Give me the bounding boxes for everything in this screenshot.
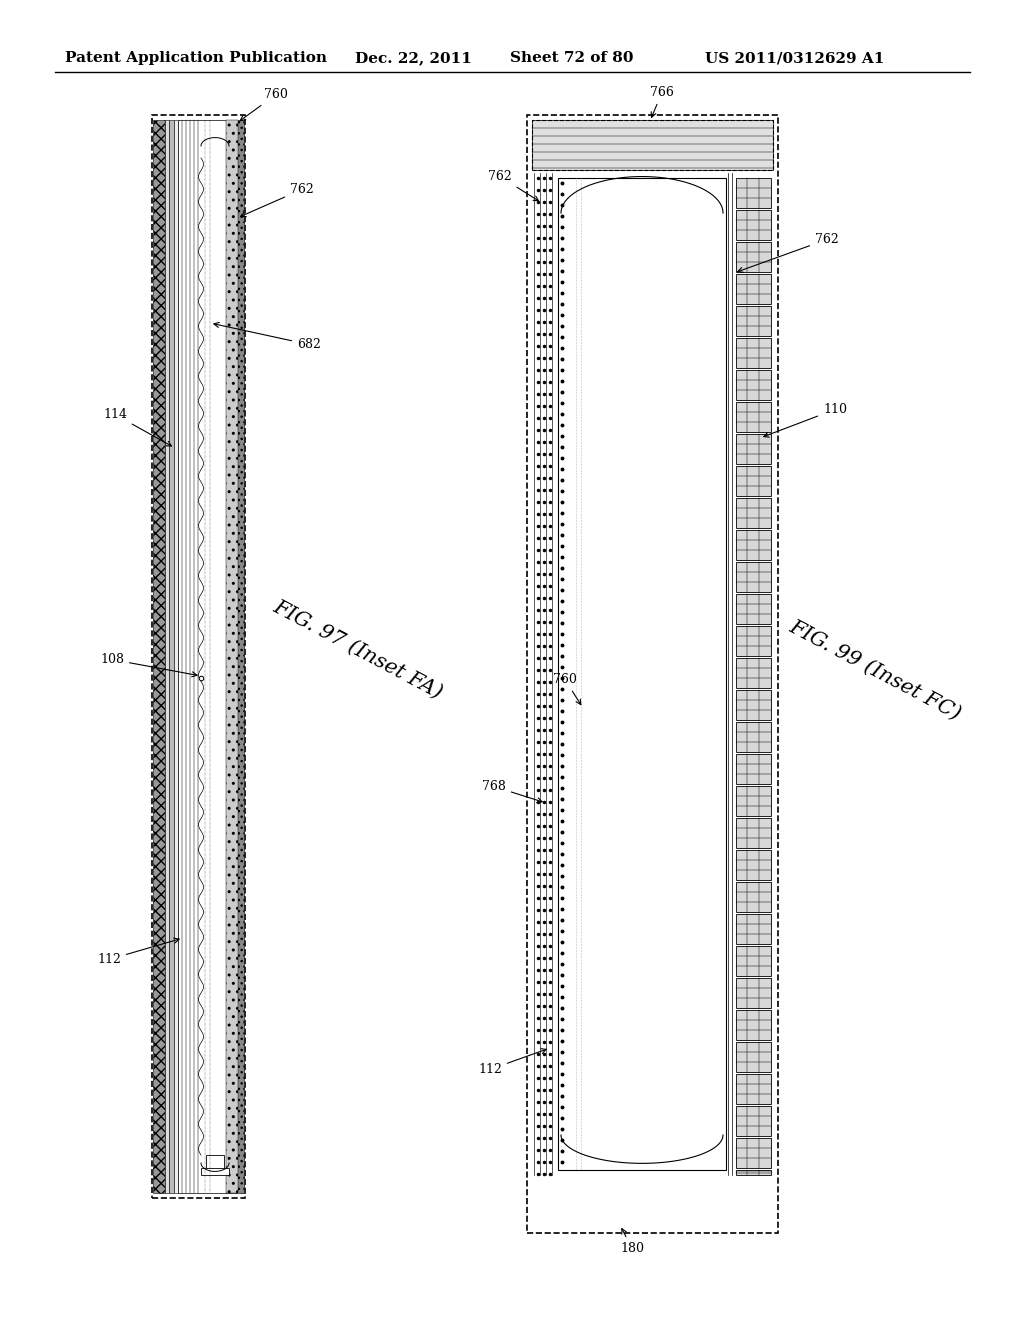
Bar	[736, 818, 771, 847]
Bar	[736, 785, 771, 816]
Bar	[736, 1010, 771, 1040]
Bar	[736, 275, 771, 304]
Bar	[736, 690, 771, 719]
Text: 112: 112	[97, 939, 179, 966]
Text: 112: 112	[478, 1048, 546, 1076]
Bar	[736, 531, 771, 560]
Bar	[736, 1170, 771, 1175]
Bar	[736, 913, 771, 944]
Text: 180: 180	[620, 1229, 644, 1255]
Bar	[532, 120, 773, 170]
Bar	[736, 466, 771, 496]
Bar	[532, 120, 773, 170]
Text: US 2011/0312629 A1: US 2011/0312629 A1	[705, 51, 885, 65]
Bar	[736, 882, 771, 912]
Text: 762: 762	[241, 183, 313, 216]
Text: 682: 682	[214, 322, 321, 351]
Bar	[736, 978, 771, 1008]
Bar	[206, 1155, 224, 1170]
Bar	[152, 115, 245, 1199]
Text: 768: 768	[482, 780, 542, 803]
Bar	[736, 242, 771, 272]
Text: 762: 762	[737, 234, 839, 272]
Bar	[174, 120, 178, 1193]
Text: Patent Application Publication: Patent Application Publication	[65, 51, 327, 65]
Text: FIG. 99 (Inset FC): FIG. 99 (Inset FC)	[786, 616, 964, 723]
Text: 114: 114	[103, 408, 171, 446]
Bar	[736, 403, 771, 432]
Bar	[178, 120, 226, 1193]
Bar	[169, 120, 174, 1193]
Bar	[736, 370, 771, 400]
Bar	[736, 722, 771, 752]
Bar	[226, 120, 244, 1193]
Bar	[736, 1138, 771, 1168]
Bar	[153, 120, 165, 1193]
Bar	[736, 1041, 771, 1072]
Text: 760: 760	[241, 88, 288, 120]
Text: 108: 108	[100, 653, 197, 677]
Text: Sheet 72 of 80: Sheet 72 of 80	[510, 51, 634, 65]
Bar	[527, 115, 778, 1233]
Text: FIG. 97 (Inset FA): FIG. 97 (Inset FA)	[270, 597, 445, 702]
Bar	[736, 338, 771, 368]
Bar	[736, 850, 771, 880]
Bar	[736, 498, 771, 528]
Bar	[201, 1168, 229, 1175]
Bar	[736, 754, 771, 784]
Text: 760: 760	[553, 673, 581, 705]
Bar	[736, 626, 771, 656]
Bar	[558, 178, 726, 1170]
Bar	[736, 1106, 771, 1137]
Bar	[736, 1074, 771, 1104]
Text: 762: 762	[488, 170, 539, 201]
Bar	[736, 434, 771, 465]
Bar	[736, 657, 771, 688]
Bar	[736, 210, 771, 240]
Bar	[165, 120, 169, 1193]
Bar	[736, 562, 771, 591]
Bar	[736, 594, 771, 624]
Bar	[736, 306, 771, 337]
Text: 110: 110	[764, 403, 847, 437]
Text: Dec. 22, 2011: Dec. 22, 2011	[355, 51, 472, 65]
Text: 766: 766	[650, 86, 674, 117]
Bar	[226, 120, 238, 1193]
Bar	[736, 946, 771, 975]
Bar	[736, 178, 771, 209]
